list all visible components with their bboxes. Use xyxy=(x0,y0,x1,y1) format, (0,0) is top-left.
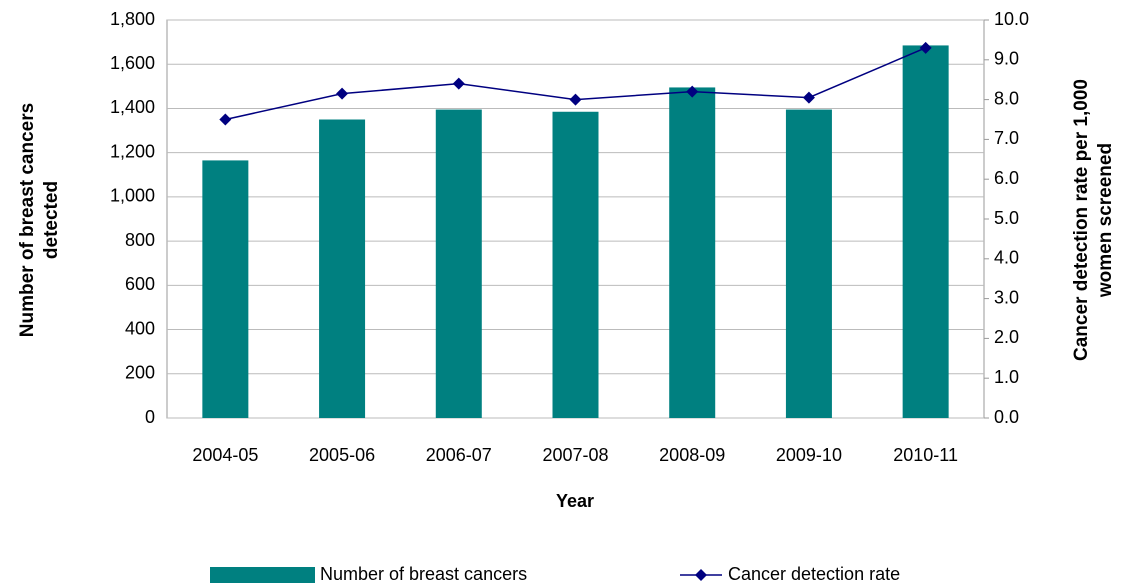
line-marker xyxy=(919,41,932,54)
bar xyxy=(319,119,366,418)
bar xyxy=(202,160,249,418)
line-marker xyxy=(802,91,815,104)
y-tick-label: 400 xyxy=(125,318,155,338)
y2-tick-label: 6.0 xyxy=(994,168,1019,188)
line-marker xyxy=(219,113,232,126)
legend-label: Cancer detection rate xyxy=(728,564,900,584)
x-tick-label: 2009-10 xyxy=(776,445,842,465)
y-tick-label: 200 xyxy=(125,363,155,383)
x-tick-label: 2008-09 xyxy=(659,445,725,465)
bar xyxy=(902,45,949,419)
x-tick-label: 2004-05 xyxy=(192,445,258,465)
y-axis-title: Number of breast cancers detected xyxy=(17,102,62,338)
x-tick-label: 2007-08 xyxy=(542,445,608,465)
y2-tick-label: 3.0 xyxy=(994,287,1019,307)
legend-swatch xyxy=(210,567,315,583)
y-tick-label: 1,000 xyxy=(110,186,155,206)
line-marker xyxy=(569,93,582,106)
y-tick-label: 600 xyxy=(125,274,155,294)
y-tick-label: 800 xyxy=(125,230,155,250)
y2-tick-label: 2.0 xyxy=(994,327,1019,347)
y2-tick-label: 8.0 xyxy=(994,88,1019,108)
bar xyxy=(785,109,832,419)
bar xyxy=(552,111,599,418)
y2-tick-label: 0.0 xyxy=(994,407,1019,427)
line-marker xyxy=(336,87,349,100)
y2-axis-title: Cancer detection rate per 1,000 women sc… xyxy=(1071,79,1116,361)
y-tick-label: 1,200 xyxy=(110,141,155,161)
bar xyxy=(435,109,482,419)
y2-tick-label: 5.0 xyxy=(994,208,1019,228)
legend-label: Number of breast cancers xyxy=(320,564,527,584)
y-tick-label: 1,600 xyxy=(110,53,155,73)
y-tick-label: 1,800 xyxy=(110,9,155,29)
x-tick-label: 2005-06 xyxy=(309,445,375,465)
y2-tick-label: 10.0 xyxy=(994,9,1029,29)
x-tick-label: 2006-07 xyxy=(426,445,492,465)
legend-marker xyxy=(695,569,707,581)
y2-tick-label: 9.0 xyxy=(994,49,1019,69)
bar xyxy=(669,87,716,418)
line-marker xyxy=(452,77,465,90)
line-marker xyxy=(686,85,699,98)
y-tick-label: 0 xyxy=(145,407,155,427)
y-tick-label: 1,400 xyxy=(110,97,155,117)
y2-tick-label: 1.0 xyxy=(994,367,1019,387)
y2-tick-label: 4.0 xyxy=(994,248,1019,268)
x-tick-label: 2010-11 xyxy=(893,445,958,465)
x-axis-title: Year xyxy=(556,491,594,511)
y2-tick-label: 7.0 xyxy=(994,128,1019,148)
